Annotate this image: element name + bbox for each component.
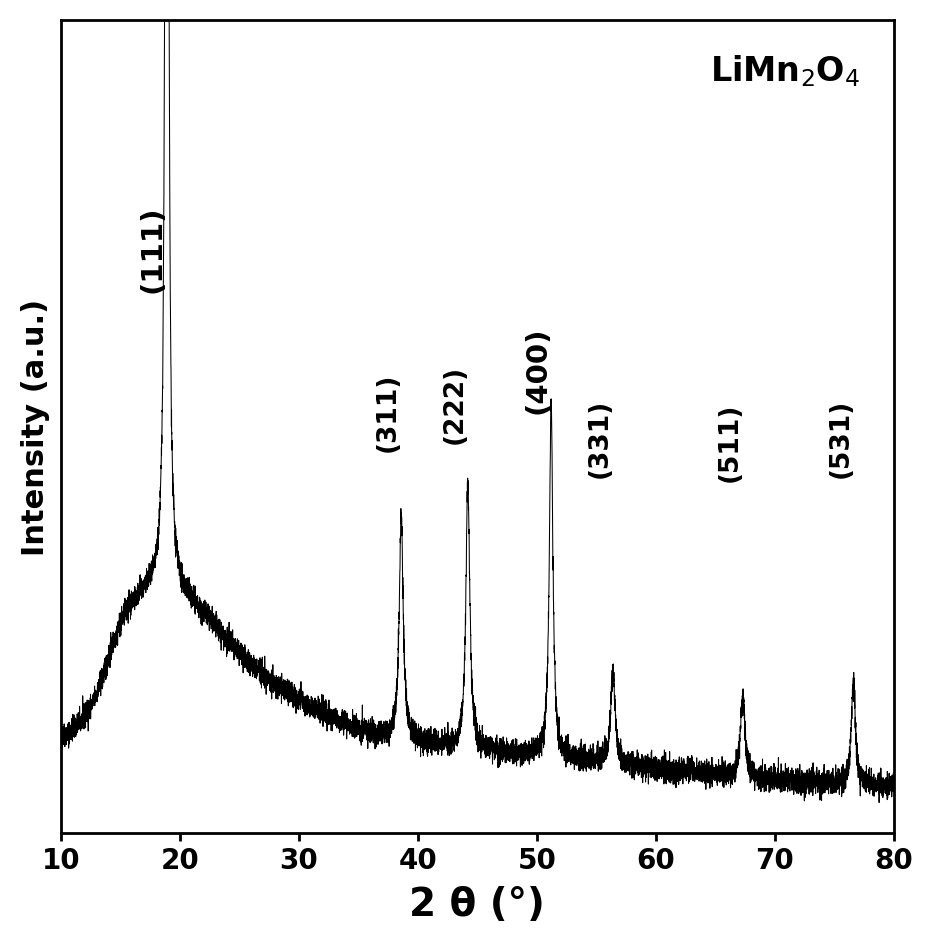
Text: (531): (531) [828,398,854,478]
Text: (311): (311) [375,372,402,451]
X-axis label: 2 θ (°): 2 θ (°) [409,885,545,923]
Text: (111): (111) [139,205,167,293]
Text: (331): (331) [587,398,613,478]
Text: LiMn$_2$O$_4$: LiMn$_2$O$_4$ [711,53,860,89]
Y-axis label: Intensity (a.u.): Intensity (a.u.) [21,298,50,555]
Text: (400): (400) [523,327,551,413]
Text: (222): (222) [442,364,468,444]
Text: (511): (511) [716,402,743,481]
